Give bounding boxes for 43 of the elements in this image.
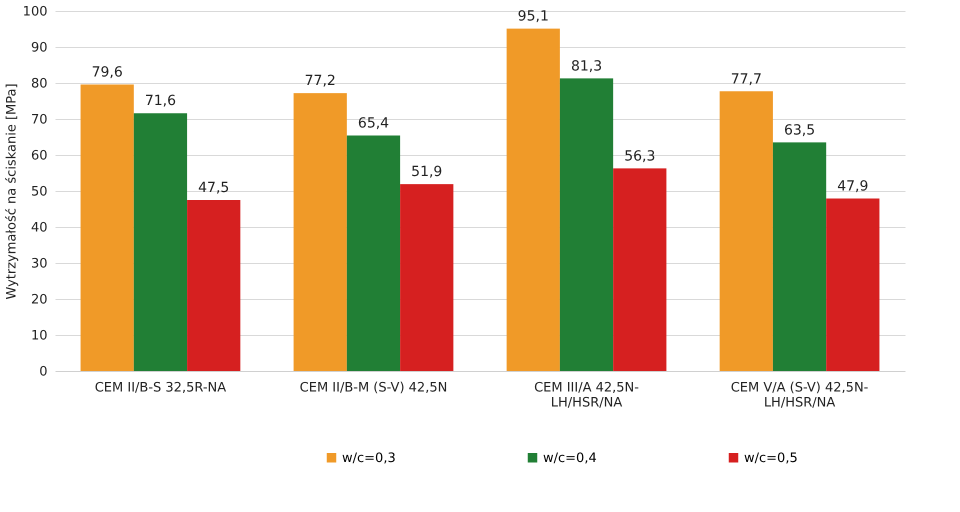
y-tick-label: 40 xyxy=(30,220,48,236)
bar xyxy=(134,113,188,371)
legend-label: w/c=0,3 xyxy=(342,450,396,466)
y-axis-title: Wytrzymałość na ściskanie [MPa] xyxy=(4,83,20,300)
data-label: 63,5 xyxy=(784,122,816,138)
bar xyxy=(826,198,880,371)
bar xyxy=(294,93,347,371)
bar xyxy=(613,168,666,371)
x-tick-label: CEM V/A (S-V) 42,5N-LH/HSR/NA xyxy=(730,380,869,410)
y-tick-label: 0 xyxy=(39,364,48,380)
y-tick-label: 30 xyxy=(30,256,48,272)
data-label: 81,3 xyxy=(570,58,602,74)
x-tick-label: CEM III/A 42,5N-LH/HSR/NA xyxy=(534,380,640,410)
data-label: 71,6 xyxy=(144,93,176,110)
bar xyxy=(772,142,826,371)
y-tick-label: 80 xyxy=(30,76,48,92)
data-label: 51,9 xyxy=(411,164,442,180)
y-tick-label: 90 xyxy=(30,40,48,56)
bar xyxy=(187,200,240,371)
legend-label: w/c=0,5 xyxy=(744,450,798,466)
y-tick-label: 20 xyxy=(30,292,48,308)
x-tick-label: CEM II/B-M (S-V) 42,5N xyxy=(300,380,448,396)
data-label: 47,9 xyxy=(837,178,868,195)
bar xyxy=(400,184,454,371)
data-label: 77,7 xyxy=(730,71,762,88)
data-label: 65,4 xyxy=(358,116,390,132)
y-tick-label: 10 xyxy=(30,328,48,344)
data-label: 77,2 xyxy=(304,73,336,90)
y-tick-label: 100 xyxy=(22,4,48,20)
bar xyxy=(80,84,134,371)
data-label: 56,3 xyxy=(624,148,656,164)
x-tick-label: CEM II/B-S 32,5R-NA xyxy=(94,380,226,396)
legend-label: w/c=0,4 xyxy=(543,450,597,466)
y-tick-label: 70 xyxy=(30,112,48,128)
bar xyxy=(346,136,400,371)
data-label: 79,6 xyxy=(92,64,123,80)
y-tick-label: 60 xyxy=(30,148,48,164)
data-label: 95,1 xyxy=(518,8,549,25)
bar xyxy=(720,91,773,371)
bar xyxy=(506,28,560,371)
data-label: 47,5 xyxy=(198,180,230,196)
bar xyxy=(560,78,614,371)
y-tick-label: 50 xyxy=(30,184,48,200)
